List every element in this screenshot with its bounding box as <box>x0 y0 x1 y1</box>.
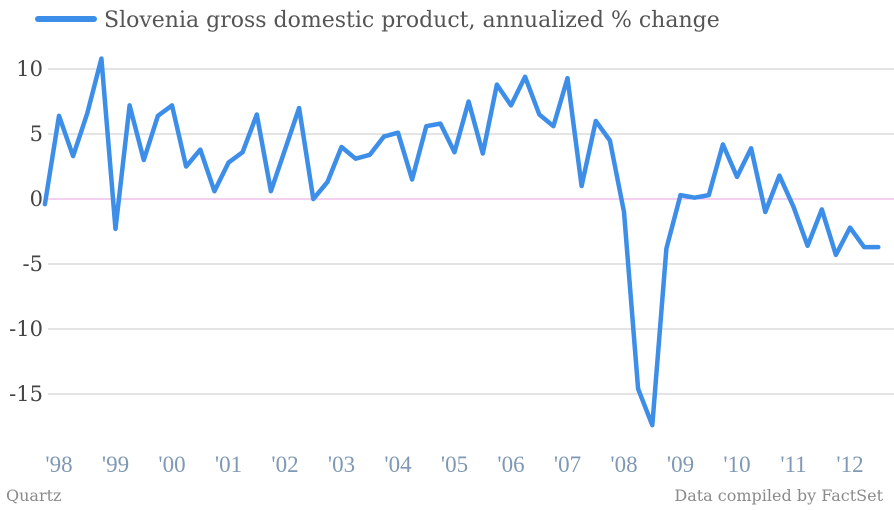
legend-label: Slovenia gross domestic product, annuali… <box>104 8 720 33</box>
x-tick-label: '05 <box>441 452 468 477</box>
gridlines <box>48 68 894 395</box>
series-line <box>42 56 881 428</box>
x-tick-label: '07 <box>554 452 581 477</box>
x-tick-label: '98 <box>45 452 72 477</box>
y-tick-label: -15 <box>9 382 43 406</box>
x-tick-label: '04 <box>384 452 412 477</box>
y-tick-label: 5 <box>30 122 43 146</box>
x-tick-label: '99 <box>102 452 129 477</box>
x-tick-label: '03 <box>328 452 355 477</box>
x-tick-label: '10 <box>723 452 750 477</box>
y-tick-label: -5 <box>23 252 43 276</box>
series-layer <box>42 56 881 428</box>
y-axis-ticks: 10 5 0 -5 -10 -15 <box>9 57 43 406</box>
x-tick-label: '02 <box>271 452 298 477</box>
y-tick-label: -10 <box>9 317 43 341</box>
x-tick-label: '11 <box>780 452 806 477</box>
x-tick-label: '09 <box>667 452 694 477</box>
x-tick-label: '06 <box>497 452 524 477</box>
footer-note: Data compiled by FactSet <box>674 486 883 505</box>
y-tick-label: 0 <box>30 187 43 211</box>
x-axis-ticks: '98 '99 '00 '01 '02 '03 '04 '05 '06 '07 '08 '09 '10 '… <box>45 452 863 477</box>
y-tick-label: 10 <box>16 57 43 81</box>
x-tick-label: '00 <box>158 452 185 477</box>
x-tick-label: '12 <box>836 452 863 477</box>
x-tick-label: '01 <box>215 452 242 477</box>
footer-source: Quartz <box>6 486 61 505</box>
legend: Slovenia gross domestic product, annuali… <box>35 8 720 33</box>
x-tick-label: '08 <box>610 452 637 477</box>
